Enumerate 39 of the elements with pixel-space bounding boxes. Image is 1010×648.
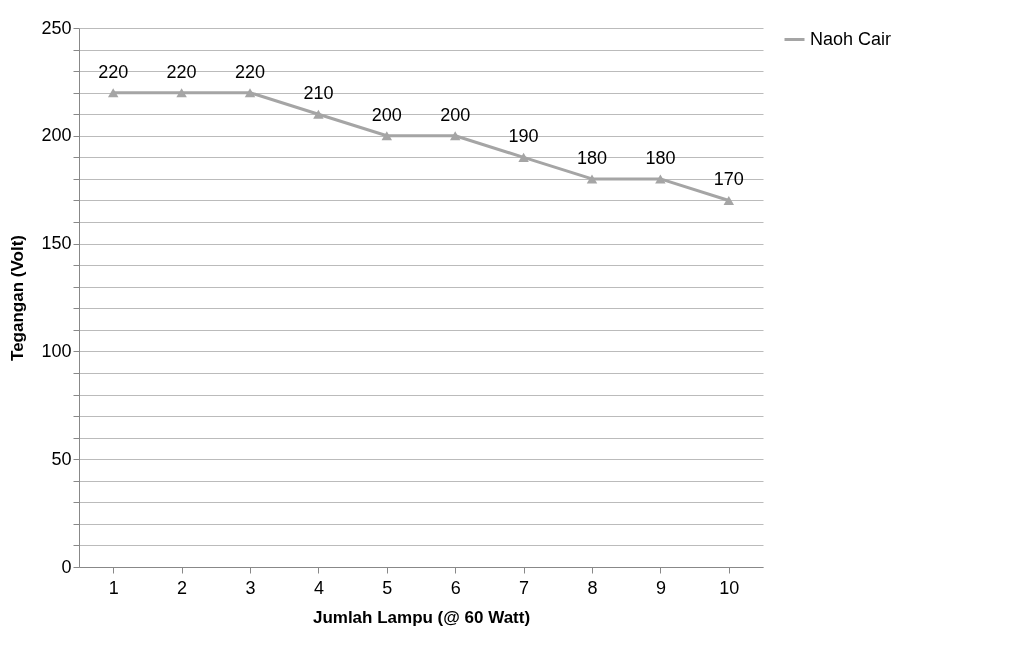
data-label: 200: [371, 104, 402, 125]
point: [176, 88, 187, 98]
x-tick-label: 2: [177, 577, 188, 598]
point: [449, 131, 461, 141]
point: [381, 131, 393, 141]
y-tick-label: 250: [41, 17, 72, 38]
point: [107, 88, 119, 98]
data-label: 220: [234, 61, 266, 82]
x-tick-label: 5: [382, 577, 393, 598]
x-tick-label: 3: [245, 577, 256, 598]
y-axis-title: Tegangan (Volt): [8, 235, 28, 361]
x-tick-label: 10: [719, 577, 740, 598]
point: [518, 152, 529, 162]
x-tick-label: 6: [450, 577, 461, 598]
x-tick-label: 8: [587, 577, 598, 598]
data-label: 200: [440, 104, 471, 125]
data-label: 180: [576, 147, 608, 168]
y-tick-label: 150: [41, 233, 72, 254]
data-label: 190: [508, 126, 539, 147]
data-label: 220: [98, 61, 129, 82]
legend-label: Naoh Cair: [810, 28, 892, 49]
y-tick-label: 0: [61, 556, 72, 577]
point: [723, 195, 735, 206]
data-label: 210: [303, 83, 334, 104]
point: [244, 88, 256, 98]
y-tick-label: 100: [41, 340, 72, 361]
data-label: 180: [645, 147, 676, 168]
x-axis-title: Jumlah Lampu (@ 60 Watt): [312, 607, 531, 627]
y-tick-label: 200: [41, 125, 72, 146]
y-tick-label: 50: [51, 448, 72, 469]
data-label: 220: [166, 61, 197, 82]
x-tick-label: 7: [519, 577, 530, 598]
data-label: 170: [713, 169, 744, 190]
point: [655, 174, 666, 184]
point: [313, 109, 324, 119]
x-tick-label: 9: [655, 577, 666, 598]
x-tick-label: 1: [108, 577, 119, 598]
point: [586, 174, 598, 184]
x-tick-label: 4: [313, 577, 324, 598]
